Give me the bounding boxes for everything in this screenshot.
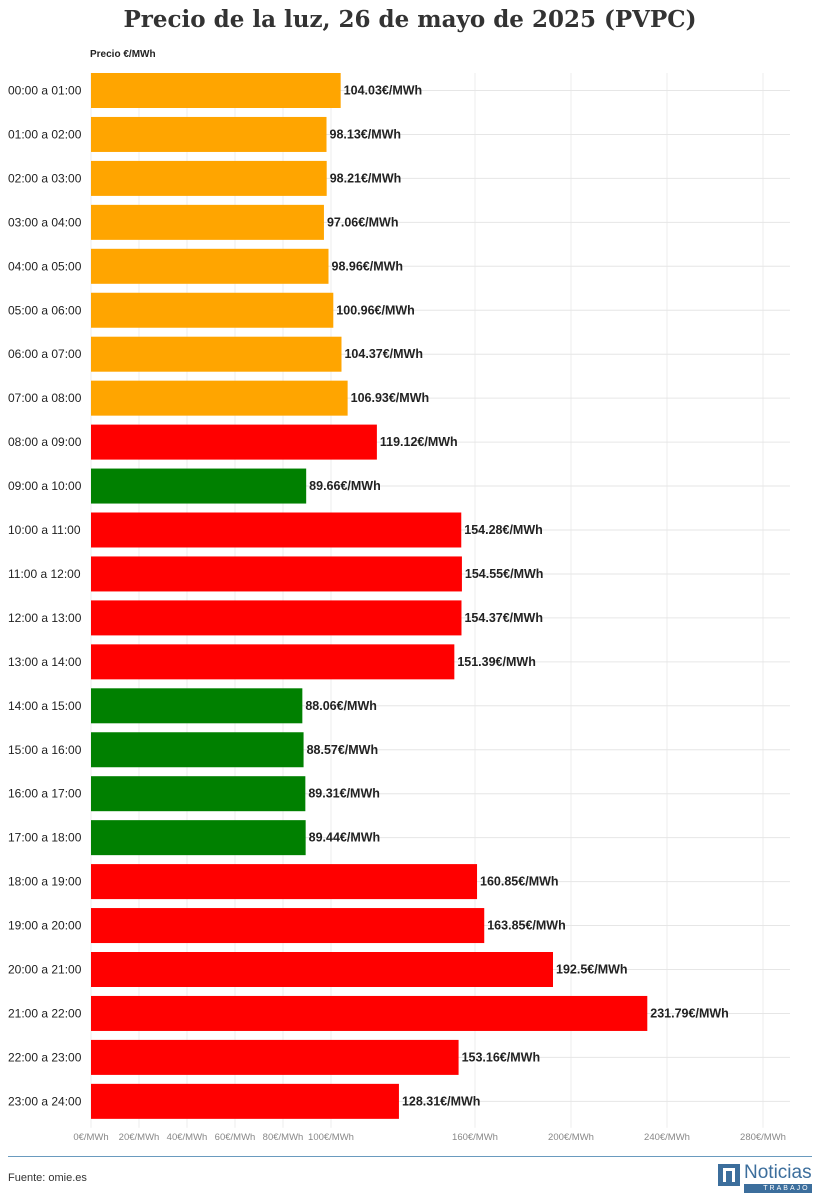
x-tick-label: 80€/MWh [263, 1132, 304, 1143]
value-label: 160.85€/MWh [480, 875, 559, 889]
bar [91, 644, 455, 680]
value-label: 154.37€/MWh [464, 611, 543, 625]
category-label: 15:00 a 16:00 [8, 743, 82, 757]
y-axis-title: Precio €/MWh [90, 49, 156, 60]
category-label: 17:00 a 18:00 [8, 831, 82, 845]
category-label: 04:00 a 05:00 [8, 259, 82, 273]
x-tick-label: 20€/MWh [119, 1132, 160, 1143]
logo-mark-icon [718, 1164, 740, 1186]
x-tick-label: 280€/MWh [740, 1132, 786, 1143]
value-label: 100.96€/MWh [336, 303, 415, 317]
bar [91, 380, 348, 416]
category-label: 06:00 a 07:00 [8, 347, 82, 361]
bar [91, 512, 462, 548]
value-label: 88.57€/MWh [307, 743, 379, 757]
bar [91, 688, 303, 724]
bar [91, 1083, 399, 1119]
x-tick-label: 240€/MWh [644, 1132, 690, 1143]
chart-title: Precio de la luz, 26 de mayo de 2025 (PV… [123, 6, 697, 33]
value-label: 89.66€/MWh [309, 479, 381, 493]
value-label: 154.28€/MWh [464, 523, 543, 537]
value-label: 231.79€/MWh [650, 1006, 729, 1020]
category-labels: 00:00 a 01:00 01:00 a 02:00 02:00 a 03:00 0… [8, 84, 82, 1109]
category-label: 02:00 a 03:00 [8, 171, 82, 185]
bar [91, 292, 334, 328]
value-label: 153.16€/MWh [462, 1050, 541, 1064]
bar [91, 73, 341, 108]
category-label: 20:00 a 21:00 [8, 963, 82, 977]
bars [91, 73, 648, 1119]
footer-divider [8, 1156, 812, 1157]
value-label: 151.39€/MWh [457, 655, 536, 669]
value-label: 97.06€/MWh [327, 215, 399, 229]
x-tick-label: 40€/MWh [167, 1132, 208, 1143]
bar [91, 468, 307, 504]
category-label: 14:00 a 15:00 [8, 699, 82, 713]
category-label: 22:00 a 23:00 [8, 1050, 82, 1064]
logo-subtitle: TRABAJO [744, 1184, 812, 1193]
bar [91, 732, 304, 768]
category-label: 16:00 a 17:00 [8, 787, 82, 801]
value-label: 88.06€/MWh [305, 699, 377, 713]
category-label: 05:00 a 06:00 [8, 303, 82, 317]
logo-name: Noticias [744, 1162, 812, 1183]
value-label: 98.21€/MWh [330, 171, 402, 185]
value-label: 154.55€/MWh [465, 567, 544, 581]
x-tick-label: 100€/MWh [308, 1132, 354, 1143]
category-label: 09:00 a 10:00 [8, 479, 82, 493]
noticias-trabajo-logo: Noticias TRABAJO [718, 1162, 812, 1193]
value-label: 192.5€/MWh [556, 963, 628, 977]
bar [91, 556, 462, 592]
category-label: 03:00 a 04:00 [8, 215, 82, 229]
value-label: 104.37€/MWh [344, 347, 423, 361]
category-label: 19:00 a 20:00 [8, 919, 82, 933]
bar [91, 776, 306, 812]
category-label: 21:00 a 22:00 [8, 1006, 82, 1020]
value-label: 104.03€/MWh [344, 84, 423, 98]
bar [91, 600, 462, 636]
value-label: 89.31€/MWh [308, 787, 380, 801]
x-tick-label: 0€/MWh [73, 1132, 108, 1143]
bar [91, 116, 327, 152]
value-label: 163.85€/MWh [487, 919, 566, 933]
x-tick-label: 60€/MWh [215, 1132, 256, 1143]
category-label: 08:00 a 09:00 [8, 435, 82, 449]
bar [91, 160, 327, 196]
category-label: 10:00 a 11:00 [8, 523, 81, 537]
value-labels: 104.03€/MWh 98.13€/MWh 98.21€/MWh 97.06€/MW… [305, 84, 728, 1109]
bar [91, 908, 485, 944]
value-label: 98.13€/MWh [330, 127, 402, 141]
value-label: 119.12€/MWh [380, 435, 458, 449]
value-label: 89.44€/MWh [309, 831, 381, 845]
source-note: Fuente: omie.es [8, 1172, 87, 1184]
bar [91, 424, 377, 460]
bar [91, 820, 306, 856]
value-label: 128.31€/MWh [402, 1094, 481, 1108]
bar [91, 248, 329, 284]
bar [91, 864, 478, 900]
category-label: 00:00 a 01:00 [8, 84, 82, 98]
bar [91, 336, 342, 372]
x-tick-label: 200€/MWh [548, 1132, 594, 1143]
category-label: 07:00 a 08:00 [8, 391, 82, 405]
bar [91, 1039, 459, 1075]
category-label: 23:00 a 24:00 [8, 1094, 82, 1108]
category-label: 13:00 a 14:00 [8, 655, 82, 669]
x-axis-ticks: 0€/MWh 20€/MWh 40€/MWh 60€/MWh 80€/MWh 100€/M… [73, 1132, 786, 1143]
bar [91, 952, 553, 987]
category-label: 11:00 a 12:00 [8, 567, 81, 581]
bar [91, 204, 324, 240]
value-label: 98.96€/MWh [332, 259, 404, 273]
bar [91, 995, 648, 1031]
category-label: 12:00 a 13:00 [8, 611, 82, 625]
category-label: 01:00 a 02:00 [8, 127, 82, 141]
value-label: 106.93€/MWh [351, 391, 430, 405]
x-tick-label: 160€/MWh [452, 1132, 498, 1143]
category-label: 18:00 a 19:00 [8, 875, 82, 889]
